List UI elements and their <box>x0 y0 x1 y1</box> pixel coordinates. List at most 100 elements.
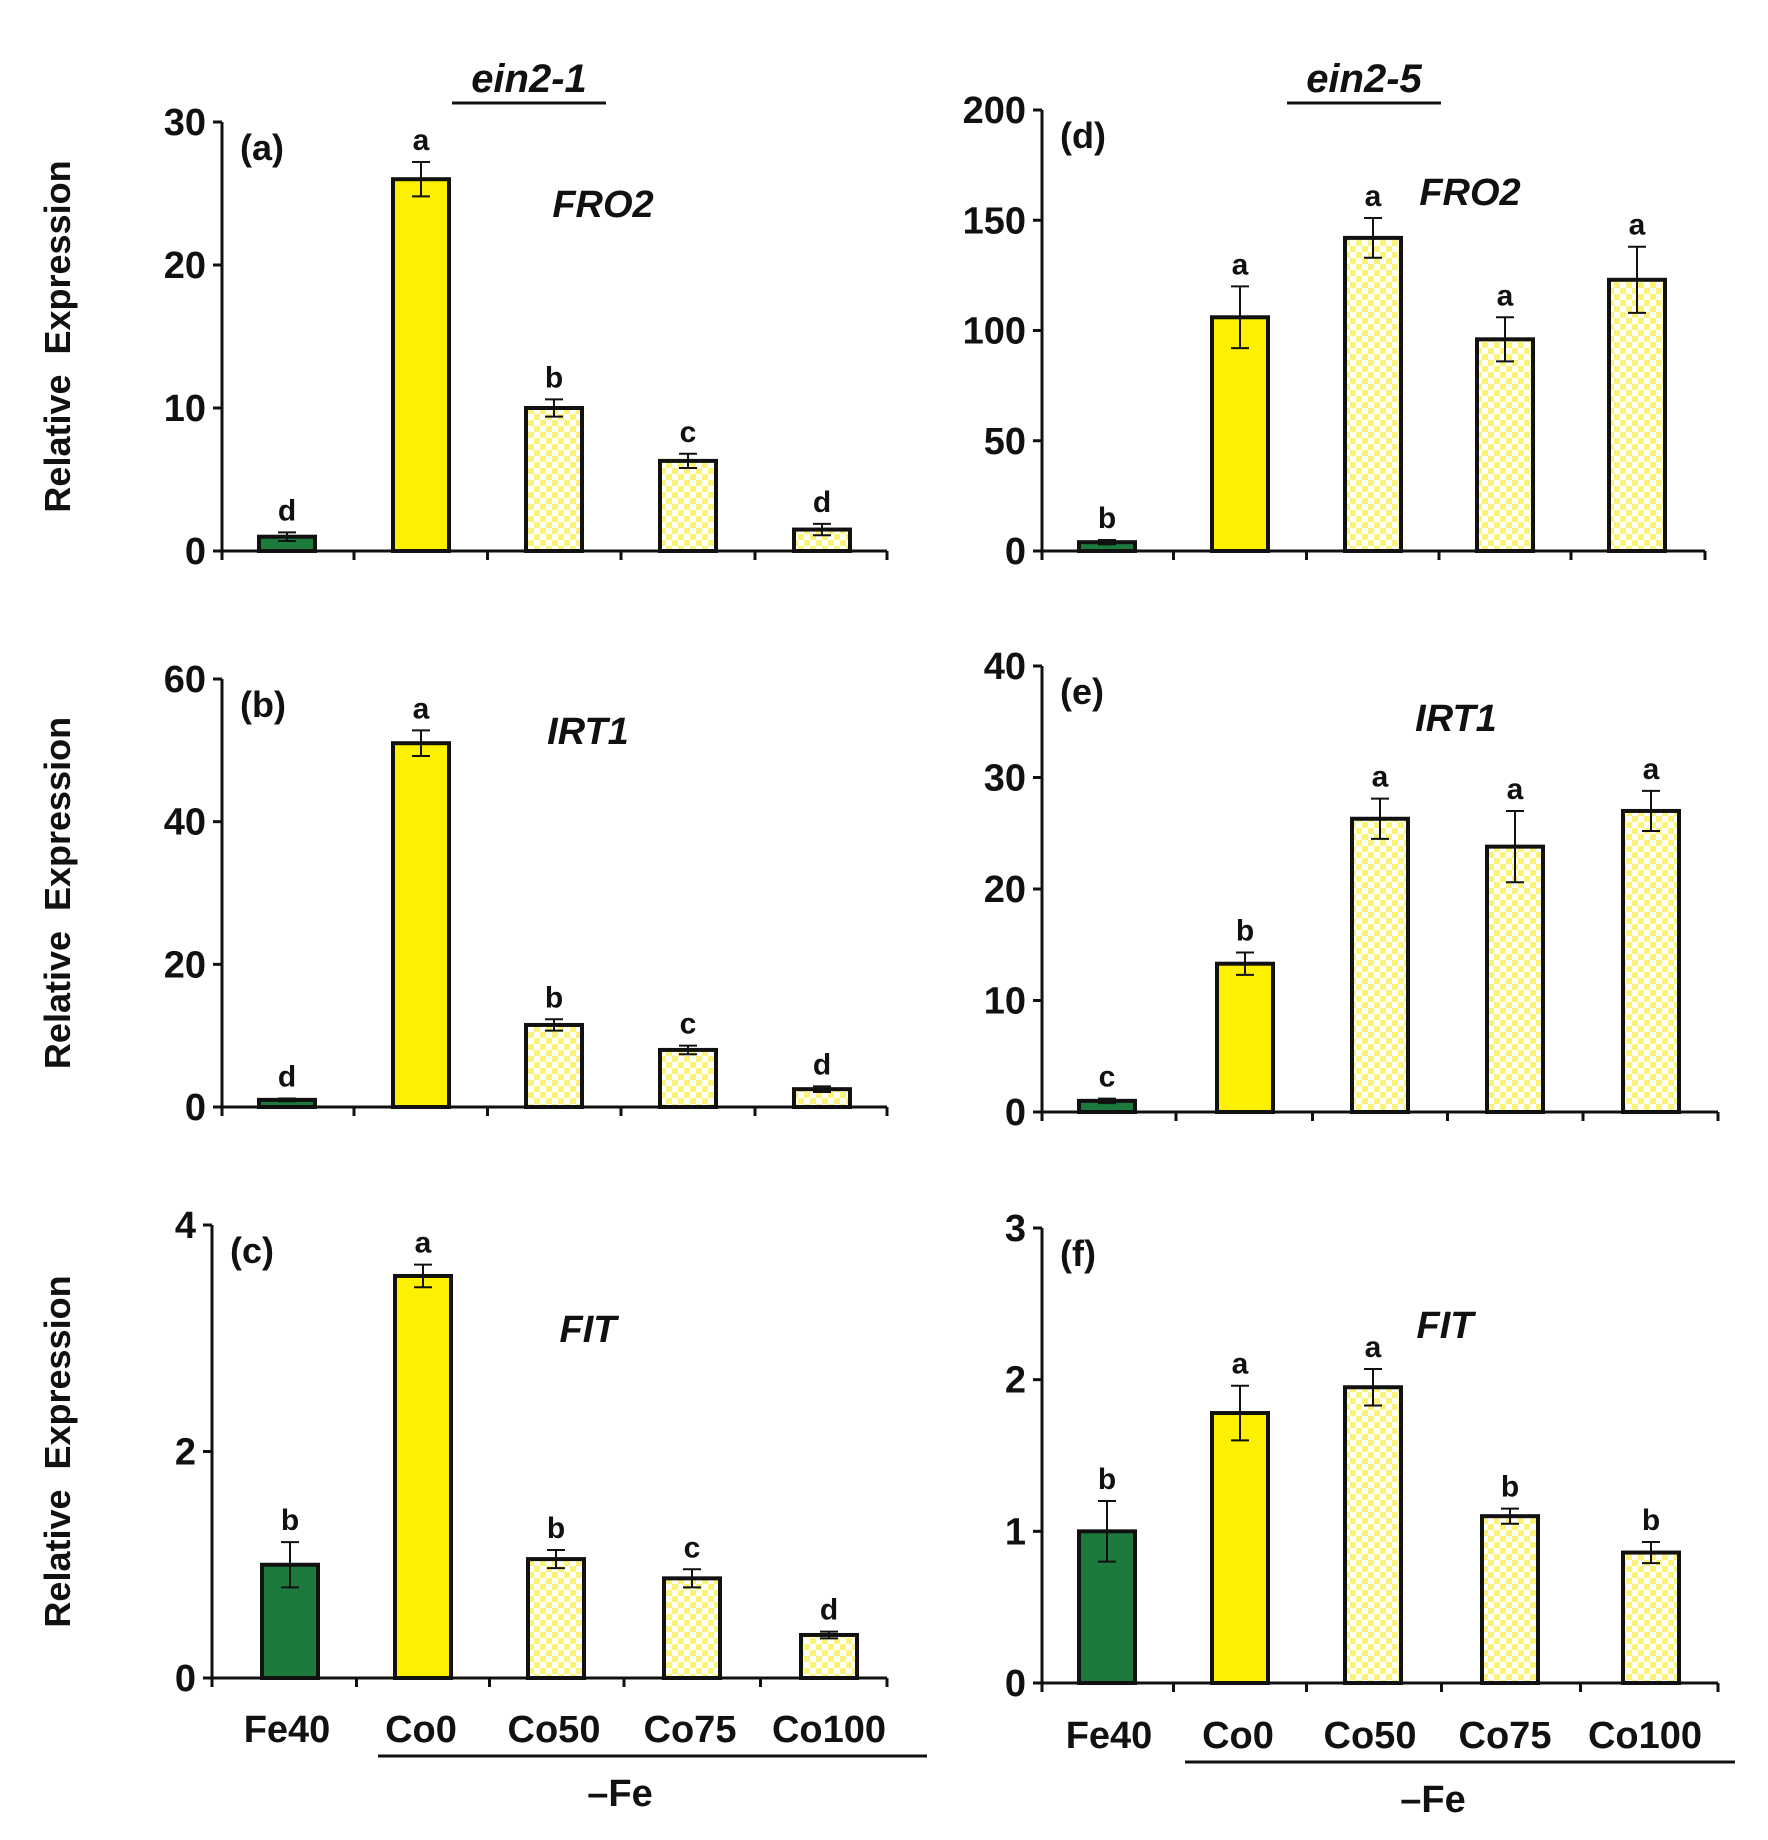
category-label: Co75 <box>644 1709 737 1751</box>
bar-co50 <box>524 406 584 553</box>
category-label: Co50 <box>1324 1715 1417 1757</box>
bar-co75 <box>658 458 718 553</box>
bar-co75 <box>1475 337 1535 553</box>
y-tick-label: 100 <box>963 311 1026 353</box>
category-label: Co50 <box>508 1709 601 1751</box>
bar-co0 <box>391 741 451 1109</box>
chart-panel: 0 2 4 b a b c d (c) FIT Relative Expression <box>37 1205 889 1700</box>
y-axis-title: Relative Expression <box>37 1275 78 1627</box>
bar-co75 <box>662 1576 722 1680</box>
significance-letter: d <box>278 494 296 527</box>
significance-letter: d <box>820 1594 838 1627</box>
y-tick-label: 30 <box>164 102 206 144</box>
significance-letter: a <box>1372 761 1389 794</box>
bar-co50 <box>526 1557 586 1681</box>
significance-letter: d <box>813 486 831 519</box>
y-tick-label: 150 <box>963 200 1026 242</box>
significance-letter: b <box>1642 1504 1660 1537</box>
y-tick-label: 2 <box>175 1432 196 1474</box>
y-tick-label: 20 <box>164 245 206 287</box>
bar-co75 <box>1485 844 1545 1114</box>
y-tick-label: 20 <box>164 944 206 986</box>
y-tick-label: 10 <box>984 981 1026 1023</box>
chart-panel: 0 10 20 30 d a b c d (a) FRO2 Relative Expression <box>37 102 889 573</box>
category-label: Co0 <box>1202 1715 1274 1757</box>
y-tick-label: 60 <box>164 659 206 701</box>
bar-co50 <box>524 1022 584 1110</box>
bar-co100 <box>1621 808 1681 1114</box>
y-tick-label: 1 <box>1005 1511 1026 1553</box>
chart-panel: 0 1 2 3 b a a b b (f) FIT <box>1005 1208 1720 1705</box>
chart-panel: 0 50 100 150 200 b a a a a (d) FRO2 <box>963 90 1707 573</box>
y-tick-label: 4 <box>175 1205 196 1247</box>
panel-label: (e) <box>1060 671 1104 712</box>
y-tick-label: 2 <box>1005 1360 1026 1402</box>
bar-co50 <box>1343 1385 1403 1685</box>
panel-label: (b) <box>240 684 286 725</box>
panel-label: (d) <box>1060 115 1106 156</box>
y-tick-label: 200 <box>963 90 1026 132</box>
panel-label: (c) <box>230 1230 274 1271</box>
category-label: Co100 <box>1588 1715 1702 1757</box>
significance-letter: a <box>413 124 430 157</box>
significance-letter: a <box>1629 209 1646 242</box>
bar-co100 <box>799 1632 859 1680</box>
y-tick-label: 10 <box>164 388 206 430</box>
bar-co0 <box>393 1273 453 1681</box>
y-axis-title: Relative Expression <box>37 160 78 512</box>
bar-co50 <box>1350 816 1410 1114</box>
significance-letter: c <box>680 416 697 449</box>
y-tick-label: 20 <box>984 869 1026 911</box>
gene-label: FIT <box>1417 1305 1477 1347</box>
gene-label: IRT1 <box>547 711 629 753</box>
category-label: Fe40 <box>244 1709 331 1751</box>
group-label-right: –Fe <box>1400 1779 1465 1821</box>
group-label-left: –Fe <box>587 1773 652 1815</box>
y-tick-label: 0 <box>1005 1092 1026 1134</box>
y-tick-label: 30 <box>984 758 1026 800</box>
significance-letter: c <box>680 1008 697 1041</box>
column-title-left: ein2-1 <box>471 57 587 101</box>
x-axis-categories-left: Fe40 Co0 Co50 Co75 Co100 –Fe <box>244 1709 927 1815</box>
category-label: Co0 <box>385 1709 457 1751</box>
significance-letter: a <box>1232 1348 1249 1381</box>
y-tick-label: 40 <box>984 646 1026 688</box>
y-tick-label: 0 <box>185 531 206 573</box>
y-tick-label: 40 <box>164 802 206 844</box>
significance-letter: b <box>547 1512 565 1545</box>
y-tick-label: 50 <box>984 421 1026 463</box>
category-label: Co100 <box>772 1709 886 1751</box>
significance-letter: a <box>1497 279 1514 312</box>
significance-letter: d <box>278 1060 296 1093</box>
bar-co75 <box>658 1047 718 1110</box>
y-tick-label: 0 <box>185 1087 206 1129</box>
significance-letter: a <box>1365 1331 1382 1364</box>
significance-letter: a <box>415 1227 432 1260</box>
significance-letter: d <box>813 1048 831 1081</box>
significance-letter: c <box>1099 1061 1116 1094</box>
significance-letter: b <box>1098 502 1116 535</box>
significance-letter: b <box>1501 1471 1519 1504</box>
x-axis-categories-right: Fe40 Co0 Co50 Co75 Co100 –Fe <box>1066 1715 1735 1821</box>
significance-letter: a <box>1643 753 1660 786</box>
gene-label: IRT1 <box>1415 698 1497 740</box>
y-axis-title: Relative Expression <box>37 717 78 1069</box>
chart-panel: 0 10 20 30 40 c b a a a (e) IRT1 <box>984 646 1720 1134</box>
significance-letter: a <box>1232 248 1249 281</box>
gene-label: FRO2 <box>552 184 653 226</box>
significance-letter: b <box>1098 1463 1116 1496</box>
significance-letter: a <box>413 692 430 725</box>
y-tick-label: 0 <box>1005 531 1026 573</box>
significance-letter: b <box>1236 915 1254 948</box>
y-tick-label: 0 <box>1005 1663 1026 1705</box>
category-label: Co75 <box>1459 1715 1552 1757</box>
gene-label: FIT <box>560 1309 620 1351</box>
significance-letter: a <box>1365 180 1382 213</box>
bar-co0 <box>1215 961 1275 1115</box>
significance-letter: c <box>684 1531 701 1564</box>
y-tick-label: 3 <box>1005 1208 1026 1250</box>
significance-letter: b <box>545 361 563 394</box>
bar-co0 <box>391 177 451 553</box>
